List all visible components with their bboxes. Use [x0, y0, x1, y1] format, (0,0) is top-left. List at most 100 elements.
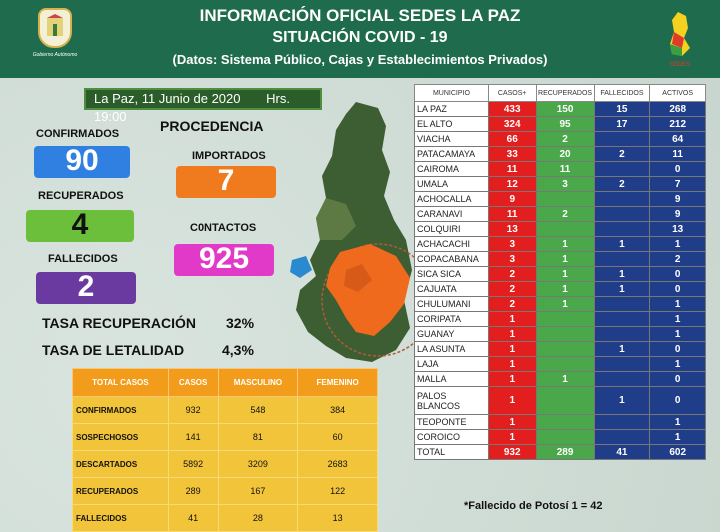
fallecidos-value: 2	[36, 272, 136, 304]
svg-text:SEDES: SEDES	[670, 62, 690, 68]
table-row: CAJUATA 2 1 1 0	[414, 281, 706, 297]
subtitle: SITUACIÓN COVID - 19	[272, 29, 448, 46]
table-cell: 548	[217, 396, 299, 424]
municipio-name: CHULUMANI	[414, 296, 489, 312]
table-cell	[593, 296, 651, 312]
table-row: PALOS BLANCOS 1 1 0	[414, 386, 706, 415]
table-cell	[535, 191, 595, 207]
table-cell: 0	[649, 161, 706, 177]
table-cell	[593, 251, 651, 267]
table-cell	[535, 429, 595, 445]
col-recuperados: RECUPERADOS	[535, 84, 595, 102]
table-cell: 60	[297, 423, 378, 451]
total-cell: 289	[535, 444, 595, 460]
table-cell: 1	[535, 236, 595, 252]
contactos-value: 925	[174, 244, 274, 276]
importados-value: 7	[176, 166, 276, 198]
title: INFORMACIÓN OFICIAL SEDES LA PAZ	[199, 6, 521, 25]
confirmados-value: 90	[34, 146, 130, 178]
table-cell: 28	[217, 504, 299, 532]
table-cell: 268	[649, 101, 706, 117]
table-row: EL ALTO 324 95 17 212	[414, 116, 706, 132]
table-row: CORIPATA 1 1	[414, 311, 706, 327]
table-cell	[535, 386, 595, 415]
row-label: FALLECIDOS	[72, 504, 169, 532]
table-cell: 122	[297, 477, 378, 505]
table-cell	[593, 371, 651, 387]
government-seal-icon: Gobierno Autónomo	[30, 8, 80, 68]
municipio-name: LAJA	[414, 356, 489, 372]
col-municipio: MUNICIPIO	[414, 84, 489, 102]
col-masculino: MASCULINO	[217, 368, 299, 397]
table-row: CARANAVI 11 2 9	[414, 206, 706, 222]
table-cell: 2	[649, 251, 706, 267]
table-row: RECUPERADOS 289 167 122	[72, 477, 378, 505]
tasa-recuperacion-value: 32%	[226, 315, 255, 331]
totals-table: TOTAL CASOS CASOS MASCULINO FEMENINO CON…	[72, 368, 378, 532]
recuperados-label: RECUPERADOS	[38, 190, 124, 202]
table-cell: 1	[487, 371, 537, 387]
table-cell: 13	[649, 221, 706, 237]
table-row: LA PAZ 433 150 15 268	[414, 101, 706, 117]
col-total-casos: TOTAL CASOS	[72, 368, 169, 397]
time-text: Hrs. 19:00	[94, 91, 290, 124]
table-cell: 1	[535, 266, 595, 282]
confirmados-label: CONFIRMADOS	[36, 128, 120, 140]
table-cell: 2	[487, 296, 537, 312]
municipio-name: MALLA	[414, 371, 489, 387]
recuperados-value: 4	[26, 210, 134, 242]
table-cell: 1	[487, 386, 537, 415]
date-bar: La Paz, 11 Junio de 2020 Hrs. 19:00	[84, 88, 322, 124]
municipio-name: COROICO	[414, 429, 489, 445]
table-cell	[593, 131, 651, 147]
municipio-name: TEOPONTE	[414, 414, 489, 430]
table-cell	[593, 326, 651, 342]
table-cell: 41	[167, 504, 219, 532]
table-cell: 433	[487, 101, 537, 117]
municipios-table: MUNICIPIO CASOS+ RECUPERADOS FALLECIDOS …	[414, 84, 706, 460]
table-cell: 2	[593, 176, 651, 192]
table-row: LAJA 1 1	[414, 356, 706, 372]
footnote: *Fallecido de Potosí 1 = 42	[464, 500, 603, 512]
table-cell: 1	[535, 371, 595, 387]
table-row: ACHOCALLA 9 9	[414, 191, 706, 207]
table-cell	[535, 341, 595, 357]
table-cell: 1	[649, 296, 706, 312]
table-cell: 2	[487, 266, 537, 282]
municipio-name: COPACABANA	[414, 251, 489, 267]
total-cell: 602	[649, 444, 706, 460]
table-cell: 3209	[217, 450, 299, 478]
table-row: COPACABANA 3 1 2	[414, 251, 706, 267]
table-row: ACHACACHI 3 1 1 1	[414, 236, 706, 252]
table-cell: 1	[649, 326, 706, 342]
table-cell	[535, 356, 595, 372]
table-cell	[535, 326, 595, 342]
table-cell: 0	[649, 266, 706, 282]
table-row: GUANAY 1 1	[414, 326, 706, 342]
col-casos: CASOS+	[487, 84, 537, 102]
table-cell	[593, 429, 651, 445]
table-row: VIACHA 66 2 64	[414, 131, 706, 147]
contactos-label: C0NTACTOS	[190, 222, 257, 234]
department-map	[290, 102, 416, 362]
municipio-name: LA ASUNTA	[414, 341, 489, 357]
municipio-name: CAJUATA	[414, 281, 489, 297]
tasa-recuperacion-label: TASA RECUPERACIÓN	[42, 315, 197, 331]
table-cell: 384	[297, 396, 378, 424]
table-cell: 15	[593, 101, 651, 117]
total-cell: 932	[487, 444, 537, 460]
table-cell: 17	[593, 116, 651, 132]
table-cell: 11	[649, 146, 706, 162]
data-source: (Datos: Sistema Público, Cajas y Estable…	[172, 52, 548, 67]
table-cell: 1	[649, 356, 706, 372]
header: Gobierno Autónomo INFORMACIÓN OFICIAL SE…	[0, 0, 720, 78]
table-row: SOSPECHOSOS 141 81 60	[72, 423, 378, 451]
col-activos: ACTIVOS	[649, 84, 706, 102]
table-cell: 9	[649, 206, 706, 222]
table-cell: 150	[535, 101, 595, 117]
table-cell: 1	[487, 414, 537, 430]
table-cell: 1	[535, 281, 595, 297]
table-cell: 141	[167, 423, 219, 451]
table-row: SICA SICA 2 1 1 0	[414, 266, 706, 282]
row-label: SOSPECHOSOS	[72, 423, 169, 451]
